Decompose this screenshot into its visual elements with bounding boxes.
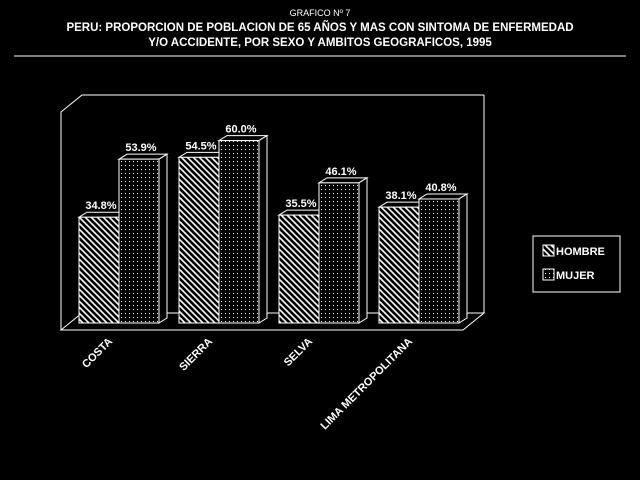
chart-title-line-1: PERU: PROPORCION DE POBLACION DE 65 AÑOS… — [66, 21, 573, 34]
bar-mujer-selva — [317, 176, 369, 324]
figure-number: GRAFICO Nº 7 — [290, 8, 351, 18]
value-label-mujer-costa: 53.9% — [125, 142, 156, 154]
category-label-lima-metropolitana: LIMA METROPOLITANA — [318, 336, 415, 433]
bar-mujer-costa — [117, 153, 169, 324]
category-labels-group: COSTA SIERRA SELVA LIMA METROPOLITANA — [80, 336, 415, 433]
value-labels-group: 34.8% 53.9% 54.5% 60.0% 35.5% 46.1% 38.1% 40.8% — [85, 124, 456, 213]
legend: HOMBRE MUJER — [532, 235, 621, 293]
value-label-hombre-costa: 34.8% — [85, 200, 116, 212]
value-label-hombre-sierra: 54.5% — [185, 140, 216, 152]
legend-box — [532, 235, 621, 293]
value-label-mujer-selva: 46.1% — [325, 166, 356, 178]
value-label-mujer-sierra: 60.0% — [225, 124, 256, 136]
plot-frame — [59, 94, 486, 331]
value-label-hombre-lima-metropolitana: 38.1% — [385, 190, 416, 202]
chart-title-line-2: Y/O ACCIDENTE, POR SEXO Y AMBITOS GEOGRA… — [148, 37, 492, 49]
legend-label-hombre: HOMBRE — [556, 246, 605, 258]
legend-label-mujer: MUJER — [556, 270, 595, 282]
category-label-sierra: SIERRA — [177, 336, 215, 374]
legend-swatch-mujer — [542, 268, 555, 281]
bar-mujer-lima-metropolitana — [417, 193, 469, 324]
legend-swatch-hombre — [542, 244, 555, 257]
category-label-selva: SELVA — [282, 336, 315, 369]
value-label-mujer-lima-metropolitana: 40.8% — [425, 182, 456, 194]
value-label-hombre-selva: 35.5% — [285, 198, 316, 210]
bar-mujer-sierra — [217, 134, 269, 324]
category-label-costa: COSTA — [80, 336, 115, 371]
bars-group — [77, 134, 469, 324]
